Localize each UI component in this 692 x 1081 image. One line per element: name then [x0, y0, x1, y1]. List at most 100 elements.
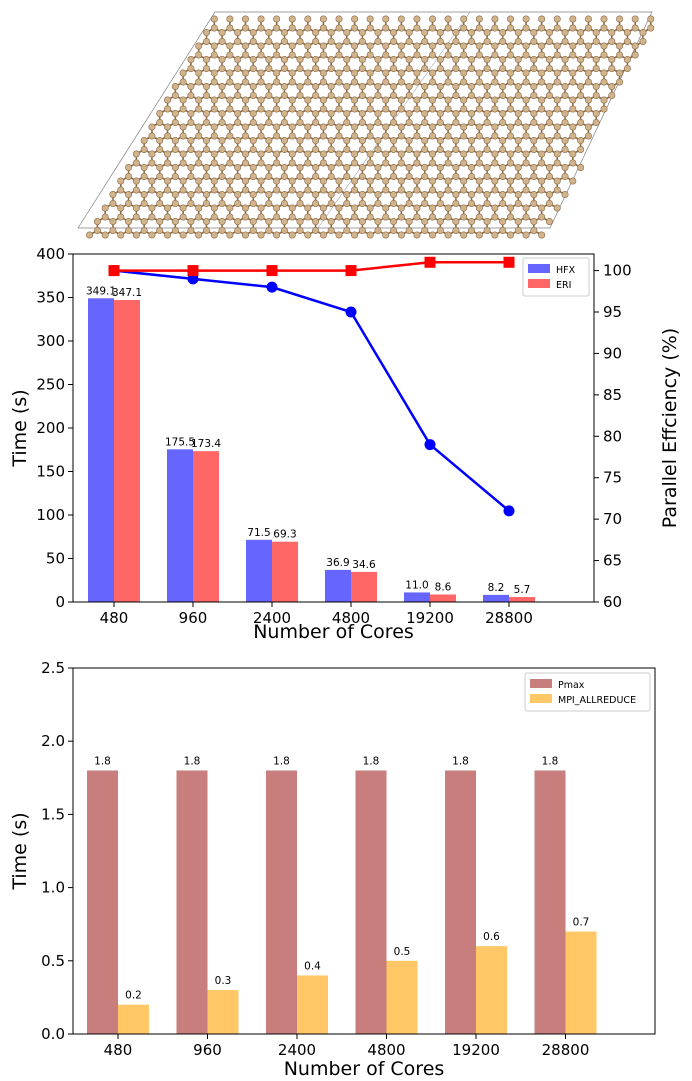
lattice-atom [623, 65, 631, 73]
y-tick-label: 2.5 [41, 659, 65, 677]
lattice-atom [499, 28, 507, 36]
lattice-atom [312, 218, 320, 226]
lattice-atom [491, 24, 499, 32]
lattice-atom [421, 55, 429, 63]
lattice-atom [195, 186, 203, 194]
lattice-atom [468, 164, 476, 172]
lattice-atom [296, 37, 304, 45]
lattice-atom [460, 159, 468, 167]
lattice-atom [335, 204, 343, 212]
lattice-atom [164, 150, 172, 158]
lattice-atom [218, 146, 226, 154]
lattice-atom [483, 200, 491, 208]
lattice-atom [592, 119, 600, 127]
lattice-atom [382, 231, 390, 239]
lattice-atom [522, 132, 530, 140]
y-tick-label: 250 [36, 376, 65, 394]
bar-data-label: 347.1 [112, 287, 142, 299]
lattice-atom [280, 37, 288, 45]
lattice-atom [218, 55, 226, 63]
lattice-atom [382, 159, 390, 167]
lattice-atom [241, 15, 249, 23]
lattice-atom [382, 69, 390, 77]
lattice-atom [226, 96, 234, 104]
lattice-atom [249, 164, 257, 172]
efficiency-point [503, 256, 515, 268]
lattice-atom [304, 231, 312, 239]
lattice-atom [351, 150, 359, 158]
lattice-atom [483, 55, 491, 63]
lattice-atom [273, 159, 281, 167]
lattice-atom [382, 213, 390, 221]
lattice-atom [366, 213, 374, 221]
lattice-atom [545, 146, 553, 154]
lattice-atom [179, 213, 187, 221]
lattice-atom [600, 51, 608, 59]
lattice-atom [413, 186, 421, 194]
lattice-atom [203, 83, 211, 91]
x-tick-label: 19200 [452, 1041, 500, 1059]
lattice-atom [257, 105, 265, 113]
lattice-atom [491, 204, 499, 212]
lattice-atom [210, 231, 218, 239]
lattice-atom [429, 123, 437, 131]
lattice-atom [210, 51, 218, 59]
lattice-atom [530, 65, 538, 73]
lattice-atom [273, 231, 281, 239]
lattice-atom [187, 191, 195, 199]
lattice-atom [522, 42, 530, 50]
lattice-atom [561, 164, 569, 172]
lattice-atom [390, 137, 398, 145]
lattice-atom [265, 227, 273, 235]
lattice-atom [265, 137, 273, 145]
bar-mpi-allreduce [476, 946, 507, 1034]
x-tick-label: 480 [100, 609, 129, 627]
graphene-lattice-image [77, 11, 655, 239]
lattice-atom [280, 110, 288, 118]
lattice-atom [397, 150, 405, 158]
lattice-atom [366, 186, 374, 194]
lattice-atom [429, 96, 437, 104]
lattice-atom [522, 105, 530, 113]
x-tick-label: 960 [193, 1041, 222, 1059]
lattice-atom [335, 69, 343, 77]
lattice-atom [475, 186, 483, 194]
lattice-atom [538, 15, 546, 23]
lattice-atom [499, 137, 507, 145]
lattice-atom [304, 78, 312, 86]
lattice-atom [304, 51, 312, 59]
lattice-atom [514, 83, 522, 91]
lattice-atom [499, 146, 507, 154]
lattice-atom [600, 15, 608, 23]
lattice-atom [374, 55, 382, 63]
lattice-atom [522, 96, 530, 104]
lattice-atom [187, 119, 195, 127]
lattice-atom [249, 92, 257, 100]
lattice-atom [226, 123, 234, 131]
bar-data-label: 69.3 [273, 529, 296, 541]
lattice-atom [475, 123, 483, 131]
lattice-atom [561, 55, 569, 63]
lattice-atom [460, 213, 468, 221]
lattice-atom [444, 150, 452, 158]
lattice-atom [397, 186, 405, 194]
lattice-atom [452, 146, 460, 154]
lattice-atom [538, 213, 546, 221]
lattice-atom [522, 150, 530, 158]
lattice-atom [312, 137, 320, 145]
lattice-atom [351, 186, 359, 194]
lattice-atom [483, 28, 491, 36]
lattice-atom [382, 105, 390, 113]
y-tick-label: 1.5 [41, 805, 65, 823]
lattice-atom [280, 200, 288, 208]
lattice-atom [522, 204, 530, 212]
lattice-atom [164, 231, 172, 239]
lattice-atom [273, 150, 281, 158]
lattice-atom [226, 150, 234, 158]
lattice-atom [148, 159, 156, 167]
lattice-atom [319, 42, 327, 50]
lattice-atom [545, 65, 553, 73]
lattice-atom [132, 231, 140, 239]
lattice-atom [249, 137, 257, 145]
lattice-atom [421, 137, 429, 145]
